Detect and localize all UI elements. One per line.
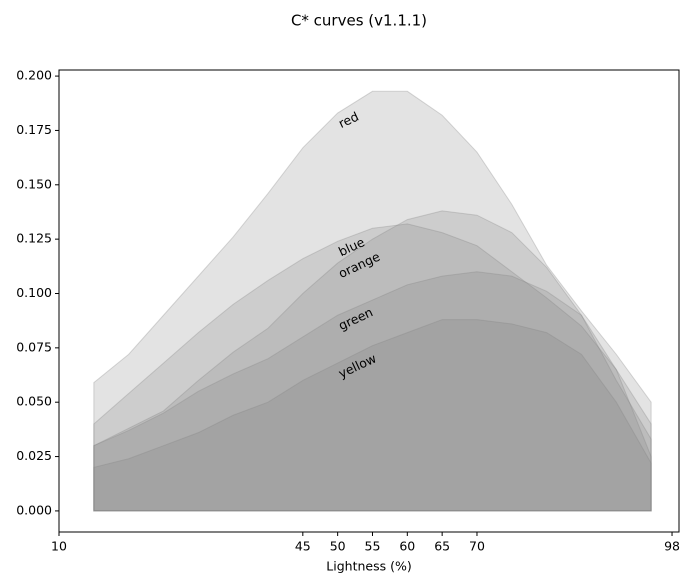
x-axis-label: Lightness (%) <box>326 559 411 574</box>
area <box>93 271 652 512</box>
area <box>93 223 652 512</box>
y-tick-label: 0.125 <box>16 231 52 246</box>
x-tick-label: 70 <box>469 539 485 554</box>
x-tick-label: 98 <box>664 539 680 554</box>
y-tick-label: 0.000 <box>16 502 52 517</box>
y-tick-label: 0.075 <box>16 339 52 354</box>
plot-area <box>93 90 652 512</box>
y-tick-label: 0.200 <box>16 68 52 83</box>
area <box>93 319 652 512</box>
x-tick-label: 10 <box>51 539 67 554</box>
area <box>93 90 652 512</box>
x-tick-label: 55 <box>365 539 381 554</box>
x-tick-label: 60 <box>399 539 415 554</box>
chart-title: C* curves (v1.1.1) <box>291 12 427 30</box>
y-tick-label: 0.175 <box>16 122 52 137</box>
area <box>93 210 652 512</box>
y-tick-label: 0.150 <box>16 176 52 191</box>
y-tick-label: 0.100 <box>16 285 52 300</box>
y-tick-label: 0.050 <box>16 394 52 409</box>
x-tick-label: 65 <box>434 539 450 554</box>
x-tick-label: 50 <box>330 539 346 554</box>
axes-frame <box>58 69 680 533</box>
y-tick-label: 0.025 <box>16 448 52 463</box>
x-tick-label: 45 <box>295 539 311 554</box>
